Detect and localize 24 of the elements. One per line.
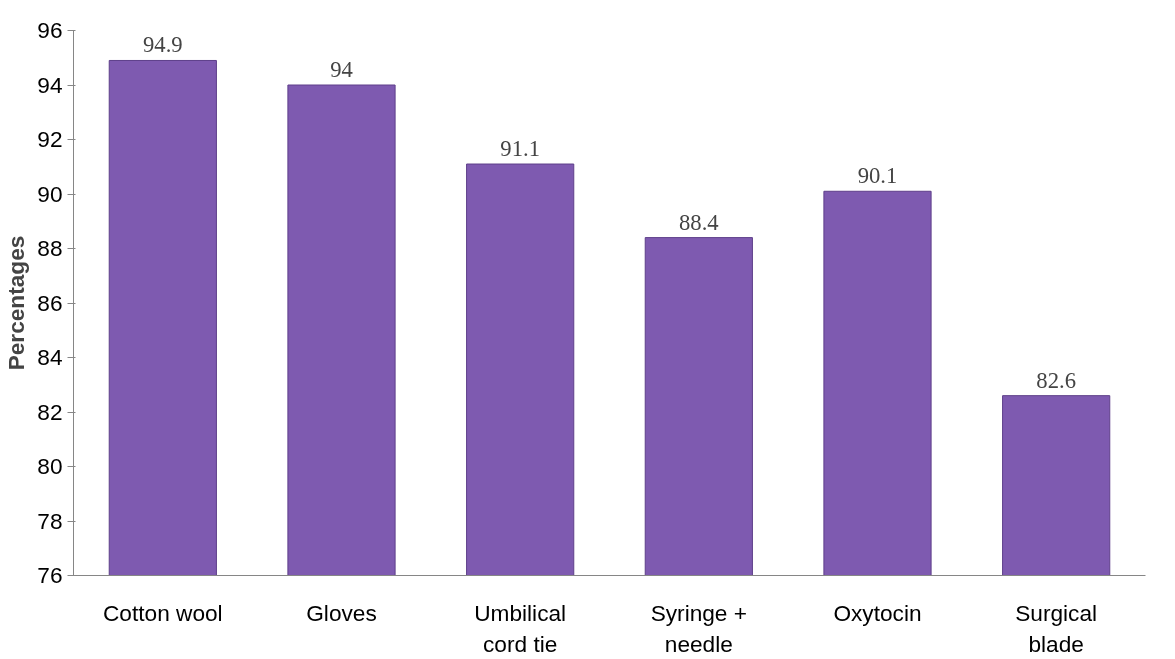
data-label: 94.9 [143,32,183,58]
y-tick-label: 82 [37,398,63,425]
y-tick-label: 88 [37,235,63,261]
x-tick-label: Surgical blade [1015,599,1098,657]
x-tick-label: Gloves [306,599,377,626]
y-tick-label: 94 [37,71,63,98]
y-tick-label: 76 [37,562,63,588]
x-tick-label: Oxytocin [833,599,922,626]
x-tick-label: Umbilical cord tie [474,599,567,657]
y-axis-title: Percentages [3,235,30,371]
y-tick-label: 90 [37,180,63,207]
y-tick-label: 92 [37,126,63,152]
x-tick-label: Syringe + needle [650,599,748,657]
y-tick-label: 78 [37,507,63,534]
data-label: 82.6 [1036,367,1076,393]
data-label: 91.1 [500,136,540,162]
y-tick-label: 84 [37,344,63,370]
y-tick-label: 86 [37,289,63,316]
data-label: 94 [330,57,353,82]
x-tick-label: Cotton wool [103,599,223,626]
y-tick-label: 96 [37,17,63,43]
data-label: 90.1 [857,163,898,189]
data-label: 88.4 [679,209,719,235]
y-tick-label: 80 [37,453,63,479]
